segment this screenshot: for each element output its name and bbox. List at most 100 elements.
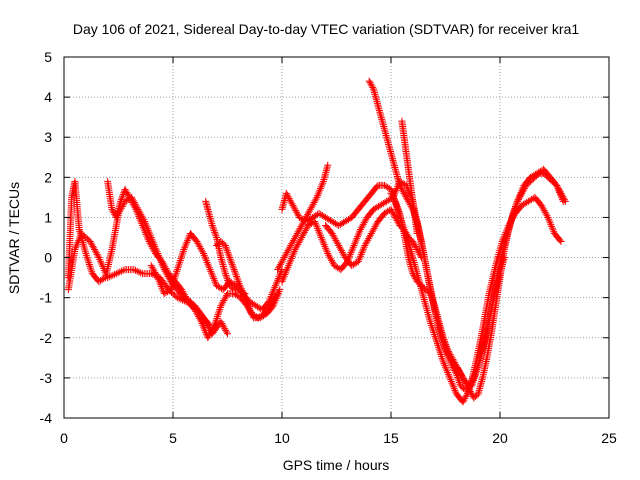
data-point [516, 193, 524, 201]
data-point [466, 380, 474, 388]
data-point [239, 290, 247, 298]
data-point [172, 271, 180, 279]
data-point [428, 295, 436, 303]
data-point [209, 323, 217, 331]
data-point [447, 377, 455, 385]
data-point [314, 190, 322, 198]
data-point [320, 241, 328, 249]
data-point [436, 347, 444, 355]
data-point [391, 197, 399, 205]
data-point [314, 192, 322, 200]
data-point [448, 379, 456, 387]
data-point [455, 377, 463, 385]
data-point [368, 82, 376, 90]
data-point [156, 279, 164, 287]
data-point [201, 253, 209, 261]
data-point [118, 267, 126, 275]
data-point [446, 357, 454, 365]
data-point [271, 283, 279, 291]
data-point [231, 267, 239, 275]
data-point [515, 194, 523, 202]
data-point [369, 83, 377, 91]
data-point [223, 273, 231, 281]
data-point [421, 297, 429, 305]
data-point [549, 226, 557, 234]
data-point [175, 262, 183, 270]
data-point [467, 379, 475, 387]
data-point [448, 362, 456, 370]
data-point [116, 268, 124, 276]
data-point [176, 258, 184, 266]
data-point [556, 236, 564, 244]
data-point [426, 318, 434, 326]
data-point [387, 205, 395, 213]
data-point [315, 228, 323, 236]
data-point [356, 254, 364, 262]
data-point [401, 191, 409, 199]
data-point [241, 294, 249, 302]
data-point [445, 353, 453, 361]
data-point [313, 193, 321, 201]
data-point [198, 320, 206, 328]
data-point [177, 255, 185, 263]
series-track-7 [274, 161, 332, 274]
data-point [216, 304, 224, 312]
data-point [365, 77, 373, 85]
data-point [223, 328, 231, 336]
data-point [181, 244, 189, 252]
data-point [234, 276, 242, 284]
data-point [324, 161, 332, 169]
data-point [223, 275, 231, 283]
data-point [229, 284, 237, 292]
series-track-13 [387, 189, 508, 394]
series-track-11 [365, 77, 569, 402]
data-point [154, 274, 162, 282]
y-tick-label: -2 [40, 330, 53, 346]
y-tick-label: -3 [40, 370, 53, 386]
data-point [105, 273, 113, 281]
data-point [239, 288, 247, 296]
data-point [432, 336, 440, 344]
data-point [130, 266, 138, 274]
data-point [280, 272, 288, 280]
data-point [500, 254, 508, 262]
data-point [425, 314, 433, 322]
data-point [79, 240, 87, 248]
data-point [282, 267, 290, 275]
data-point [470, 372, 478, 380]
data-point [207, 267, 215, 275]
data-point [423, 305, 431, 313]
data-point [511, 204, 519, 212]
data-point [427, 293, 435, 301]
data-point [520, 186, 528, 194]
data-point [86, 262, 94, 270]
data-point [439, 358, 447, 366]
data-point [452, 388, 460, 396]
data-point [201, 327, 209, 335]
data-point [544, 213, 552, 221]
data-point [90, 244, 98, 252]
chart-title: Day 106 of 2021, Sidereal Day-to-day VTE… [73, 21, 579, 37]
data-point [433, 340, 441, 348]
data-point [71, 246, 79, 254]
data-point [472, 369, 480, 377]
data-point [228, 259, 236, 267]
data-point [206, 266, 214, 274]
data-point [519, 188, 527, 196]
y-tick-label: -1 [40, 290, 53, 306]
data-point [518, 189, 526, 197]
data-point [355, 229, 363, 237]
data-point [237, 285, 245, 293]
data-point [92, 249, 100, 257]
data-point [245, 303, 253, 311]
data-point [467, 389, 475, 397]
data-point [469, 375, 477, 383]
data-point [453, 372, 461, 380]
data-point [141, 229, 149, 237]
data-point [85, 259, 93, 267]
data-point [138, 221, 146, 229]
data-point [393, 201, 401, 209]
data-point [117, 196, 125, 204]
